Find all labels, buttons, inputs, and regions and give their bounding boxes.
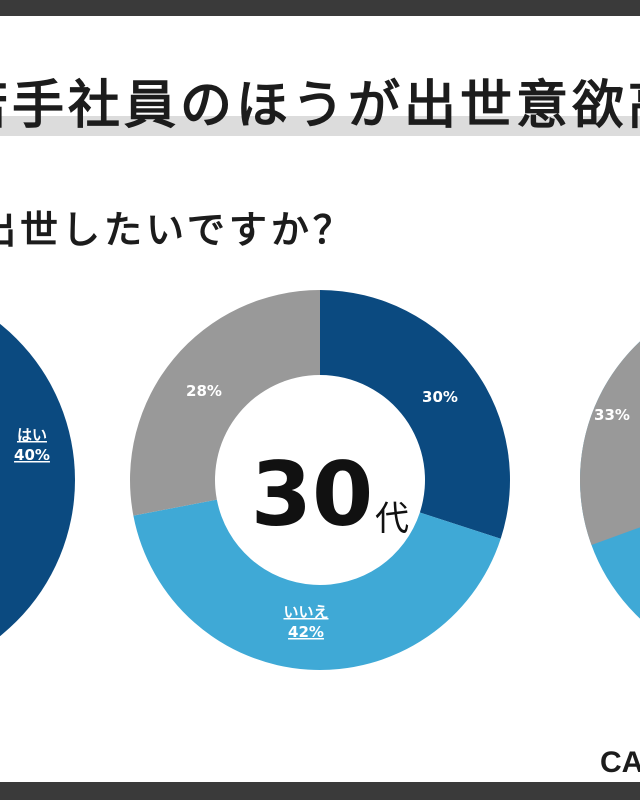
- donut-chart-left: はい 40%: [0, 323, 75, 637]
- survey-question: 出世したいですか？: [0, 208, 355, 252]
- slice-label: はい: [17, 426, 47, 444]
- donut-chart-center: 30% いいえ 42% 28% 30 代: [129, 290, 511, 671]
- donut-slice: [320, 290, 511, 539]
- bottom-bar: [0, 782, 640, 800]
- slice-label: いいえ: [283, 603, 328, 621]
- center-age-suffix: 代: [375, 499, 409, 539]
- page-title: 若手社員のほうが出世意欲高: [0, 76, 640, 136]
- slice-label: 33%: [594, 406, 630, 424]
- donut-chart-right: 33%: [580, 341, 640, 619]
- infographic-card: 若手社員のほうが出世意欲高 出世したいですか？ はい 40% 30% いいえ 42% 28…: [0, 16, 640, 782]
- slice-label: 40%: [14, 446, 50, 464]
- brand-logo-text: CA: [600, 746, 640, 779]
- title-highlight-band: [0, 116, 640, 136]
- donut-slice: [129, 290, 320, 516]
- donut-slice: [133, 499, 501, 671]
- slice-label: 30%: [422, 388, 458, 406]
- slice-label: 28%: [186, 382, 222, 400]
- center-age-label: 30: [251, 443, 373, 546]
- donut-charts: はい 40% 30% いいえ 42% 28% 30 代 33%: [0, 290, 640, 671]
- donut-slice: [580, 341, 640, 545]
- donut-slice: [0, 323, 75, 637]
- slice-label: 42%: [288, 623, 324, 641]
